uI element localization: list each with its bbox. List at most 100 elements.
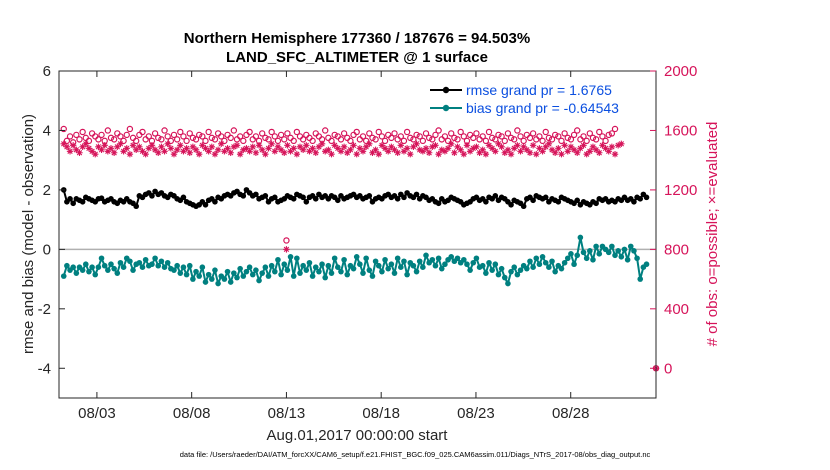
bias-point — [322, 274, 329, 281]
possible-obs-marker — [192, 136, 200, 143]
evaluated-obs-marker — [511, 145, 518, 152]
bias-point — [363, 255, 369, 262]
bias-point — [527, 258, 533, 265]
possible-obs-marker — [558, 137, 565, 145]
bias-point — [319, 261, 325, 268]
possible-obs-marker — [309, 137, 316, 145]
possible-obs-marker — [388, 134, 395, 142]
bias-point — [442, 261, 448, 268]
bias-point — [256, 277, 262, 284]
rmse-point — [70, 200, 76, 207]
rmse-point — [394, 196, 401, 202]
bias-point — [398, 264, 404, 271]
possible-obs-marker — [123, 131, 130, 139]
possible-obs-marker — [580, 133, 587, 140]
legend-rmse-label: rmse grand pr = 1.6765 — [466, 82, 612, 98]
legend: rmse grand pr = 1.6765 bias grand pr = -… — [424, 78, 653, 122]
bias-point — [483, 270, 489, 276]
possible-obs-marker — [372, 136, 379, 143]
evaluated-obs-marker — [123, 145, 130, 152]
possible-obs-marker — [498, 133, 505, 140]
evaluated-obs-marker — [189, 143, 197, 151]
bias-point — [101, 262, 108, 269]
data-file-footer: data file: /Users/raeder/DAI/ATM_forcXX/… — [180, 450, 651, 459]
possible-obs-marker — [429, 136, 436, 143]
evaluated-obs-marker — [466, 148, 474, 155]
evaluated-obs-marker — [514, 142, 521, 149]
evaluated-obs-marker — [299, 146, 307, 153]
evaluated-obs-marker — [425, 149, 433, 156]
bias-point — [568, 251, 574, 257]
possible-obs-marker — [605, 131, 612, 139]
bias-point — [546, 264, 552, 271]
possible-obs-marker — [381, 137, 389, 145]
evaluated-obs-marker — [454, 143, 461, 151]
evaluated-obs-marker — [520, 143, 527, 151]
evaluated-obs-marker — [142, 151, 149, 158]
evaluated-obs-marker — [488, 145, 496, 152]
possible-obs-marker — [397, 133, 405, 140]
evaluated-obs-marker — [523, 146, 531, 153]
evaluated-obs-marker — [388, 143, 395, 151]
bias-point — [596, 251, 603, 257]
possible-obs-marker — [548, 136, 556, 143]
rmse-point — [312, 196, 319, 202]
bias-point — [420, 264, 426, 271]
bias-point — [593, 243, 599, 250]
bias-point — [224, 268, 231, 275]
bias-point — [583, 255, 590, 262]
bias-point — [634, 255, 640, 262]
evaluated-obs-marker — [551, 149, 559, 156]
rmse-point — [574, 197, 581, 204]
possible-obs-marker — [570, 131, 578, 139]
rmse-point — [303, 199, 310, 205]
bias-point — [249, 271, 256, 278]
bias-point — [114, 270, 121, 276]
evaluated-obs-marker — [170, 151, 178, 158]
bias-point — [328, 270, 335, 276]
bias-point — [221, 276, 228, 282]
rmse-point — [555, 199, 562, 205]
y-right-tick-label: 2000 — [664, 63, 697, 80]
bias-point — [495, 271, 502, 278]
possible-obs-marker — [277, 131, 285, 139]
possible-obs-marker — [545, 134, 553, 142]
possible-obs-marker — [236, 133, 244, 140]
evaluated-obs-marker — [407, 151, 414, 158]
bias-point — [287, 253, 294, 260]
possible-obs-marker — [451, 134, 458, 142]
bias-point — [524, 265, 530, 272]
possible-obs-marker — [117, 133, 124, 140]
bias-point — [325, 262, 332, 269]
y-tick-label: 4 — [43, 122, 51, 139]
possible-obs-marker — [425, 134, 433, 142]
bias-point — [429, 256, 436, 263]
evaluated-obs-marker — [359, 148, 367, 155]
evaluated-obs-marker — [325, 146, 332, 153]
bias-point — [95, 264, 102, 271]
possible-obs-marker — [608, 130, 616, 137]
evaluated-obs-marker — [438, 146, 445, 153]
evaluated-obs-marker — [501, 149, 508, 156]
bias-point — [212, 267, 218, 273]
possible-obs-marker — [457, 128, 464, 136]
bias-point — [60, 273, 67, 279]
bias-point — [350, 265, 357, 272]
bias-point — [501, 274, 508, 281]
bias-point — [492, 261, 499, 268]
bias-point — [514, 271, 521, 278]
possible-obs-marker — [73, 131, 80, 139]
evaluated-obs-marker — [202, 145, 209, 152]
bias-point — [571, 261, 577, 268]
bias-point — [435, 255, 442, 262]
evaluated-obs-marker — [381, 145, 389, 152]
evaluated-obs-marker — [268, 140, 275, 148]
evaluated-obs-marker — [293, 151, 301, 158]
possible-obs-marker — [369, 134, 376, 142]
y-axis-right-label: # of obs: o=possible; ×=evaluated — [704, 122, 721, 347]
evaluated-obs-marker — [69, 142, 77, 149]
rmse-point — [631, 199, 637, 205]
possible-obs-marker — [403, 128, 411, 136]
bias-point — [552, 268, 558, 275]
evaluated-obs-marker — [618, 140, 625, 148]
